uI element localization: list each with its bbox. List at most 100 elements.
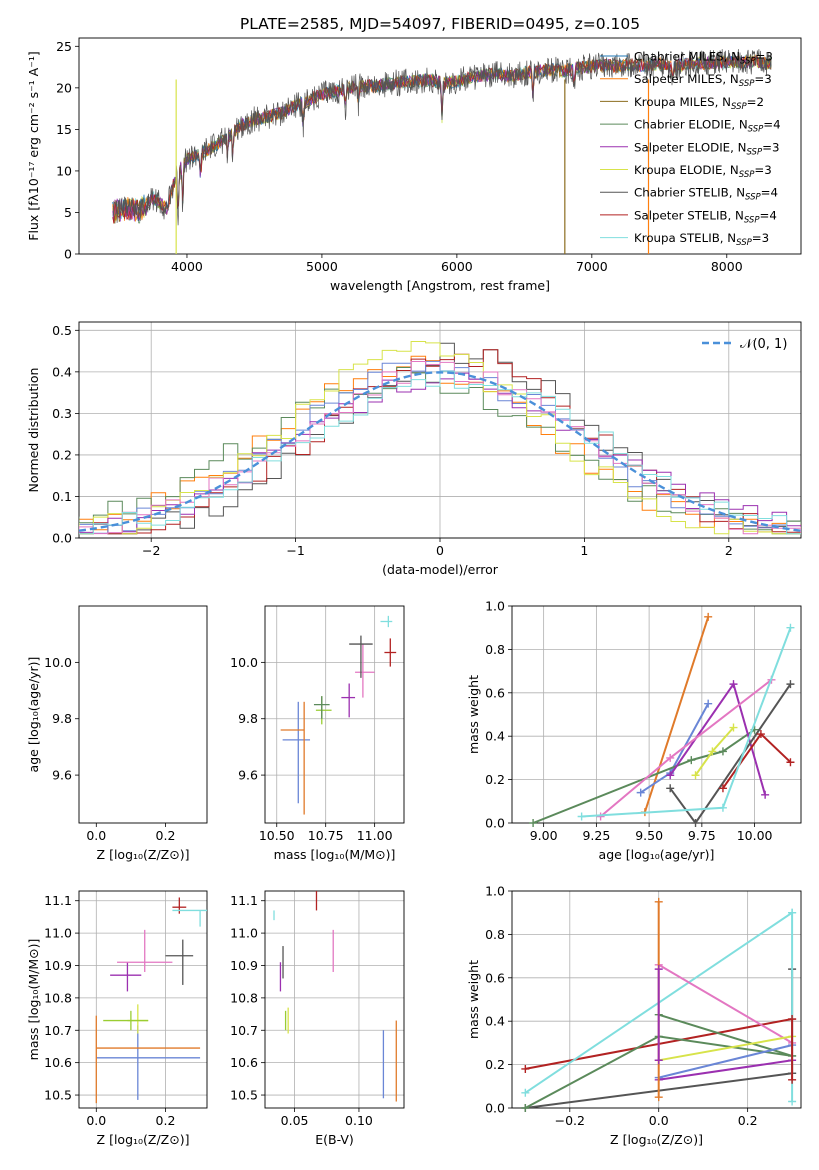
y-axis-label: mass [log₁₀(M/M⊙)]: [26, 939, 41, 1061]
mass-weight-marker: [577, 812, 586, 821]
x-tick-label: 11.00: [357, 828, 393, 843]
y-tick-label: 11.1: [230, 893, 258, 908]
errorbar-point: [110, 686, 141, 717]
residuals-axes: −2 −1 0 1 2 0.0 0.1 0.2 0.3 0.4 0.5 (data-model)/er…: [26, 321, 802, 577]
y-axis-label: mass weight: [466, 675, 481, 754]
y-tick-label: 0.8: [485, 642, 505, 657]
x-tick-label: 6000: [441, 259, 473, 274]
x-tick-label: −2: [142, 543, 160, 558]
y-tick-label: 11.0: [230, 926, 258, 941]
errorbar-point: [103, 1010, 149, 1031]
legend-entry: Chabrier STELIB, NSSP=4: [634, 186, 778, 203]
residual-histogram: [79, 341, 801, 535]
y-tick-label: 9.8: [238, 711, 258, 726]
legend-entry: Kroupa STELIB, NSSP=3: [634, 231, 769, 248]
y-tick-label: 10.6: [230, 1055, 258, 1070]
mass-weight-marker: [756, 730, 765, 739]
mass-weight-marker: [708, 747, 717, 756]
errorbar-point: [96, 702, 200, 803]
x-tick-label: 0.0: [86, 1113, 106, 1128]
x-axis-label: wavelength [Angstrom, rest frame]: [330, 278, 550, 293]
mass-weight-vs-age-axes: 9.00 9.25 9.50 9.75 10.00 0.0 0.2 0.4 0.6 0.8 1.0 a…: [466, 599, 802, 862]
y-tick-label: 10.0: [230, 655, 258, 670]
x-tick-label: −1: [286, 543, 304, 558]
x-tick-label: −0.2: [555, 1113, 585, 1128]
mass-weight-marker: [704, 612, 713, 621]
mass-weight-line: [658, 963, 793, 1044]
axes-frame: [78, 890, 208, 1109]
mass-weight-marker: [654, 965, 663, 974]
axes-frame: [264, 890, 405, 1109]
y-tick-label: 10.8: [230, 990, 258, 1005]
y-tick-label: 10.9: [230, 958, 258, 973]
x-axis-label: Z [log₁₀(Z/Z⊙)]: [610, 1132, 703, 1147]
legend-entry: Kroupa MILES, NSSP=2: [634, 95, 764, 112]
mass-weight-marker: [666, 784, 675, 793]
mass-weight-marker: [529, 819, 538, 827]
mass-weight-marker: [521, 1064, 530, 1073]
residual-histogram: [79, 370, 801, 535]
residual-histogram: [79, 349, 801, 535]
errorbar-point: [313, 696, 330, 719]
y-tick-label: 1.0: [485, 599, 505, 614]
x-axis-label: age [log₁₀(age/yr)]: [599, 847, 715, 862]
y-axis-label: Normed distribution: [26, 368, 41, 493]
x-tick-label: 0: [436, 543, 444, 558]
y-tick-label: 5: [64, 205, 72, 220]
mass-weight-marker: [788, 1075, 797, 1084]
mass-weight-marker: [718, 784, 727, 793]
axes-frame: [511, 605, 802, 824]
gaussian-curve: [78, 371, 802, 532]
y-tick-label: 11.0: [44, 926, 72, 941]
mass-weight-marker: [788, 1097, 797, 1106]
y-tick-label: 10.7: [44, 1023, 72, 1038]
x-tick-label: 5000: [306, 259, 338, 274]
errorbar-point: [96, 1025, 201, 1100]
y-tick-label: 10.9: [44, 958, 72, 973]
y-tick-label: 0.4: [485, 729, 505, 744]
axes-frame: [78, 37, 802, 255]
mass-weight-marker: [704, 699, 713, 708]
mass-weight-marker: [521, 1088, 530, 1097]
mass-weight-marker: [729, 680, 738, 689]
x-axis-label: Z [log₁₀(Z/Z⊙)]: [97, 1132, 190, 1147]
x-axis-label: E(B-V): [315, 1132, 354, 1147]
y-tick-label: 0.6: [485, 685, 505, 700]
y-tick-label: 15: [56, 122, 72, 137]
errorbar-point: [127, 699, 155, 724]
errorbar-point: [355, 644, 375, 698]
mass-weight-line: [658, 1035, 793, 1062]
mass-weight-vs-Z-axes: −0.2 0.0 0.2 0.0 0.2 0.4 0.6 0.8 1.0 Z [log₁₀(Z/Z…: [466, 884, 802, 1147]
axes-frame: [511, 890, 802, 1109]
x-tick-label: 9.25: [582, 828, 610, 843]
x-tick-label: 0.10: [345, 1113, 373, 1128]
x-tick-label: 0.0: [86, 828, 106, 843]
errorbar-point: [165, 644, 182, 664]
mass-weight-marker: [786, 623, 795, 632]
errorbar-point: [280, 701, 305, 815]
x-tick-label: 10.00: [737, 828, 773, 843]
x-tick-label: 4000: [171, 259, 203, 274]
errorbar-point: [165, 939, 194, 985]
y-tick-label: 0.3: [52, 406, 72, 421]
legend-entry: Salpeter MILES, NSSP=3: [634, 72, 772, 89]
axes-frame: [78, 321, 802, 539]
legend-entry: 𝒩(0, 1): [740, 337, 787, 352]
errorbar-point: [349, 635, 373, 678]
x-axis-label: (data-model)/error: [382, 562, 499, 577]
errorbar-point: [341, 683, 356, 718]
y-tick-label: 0.2: [485, 1057, 505, 1072]
errorbar-point: [96, 693, 200, 814]
x-tick-label: 0.2: [738, 1113, 758, 1128]
mass-vs-ebv-axes: 0.05 0.10 10.5 10.6 10.7 10.8 10.9 11.0 11.1 E(B-…: [230, 890, 405, 1147]
y-tick-label: 0.2: [52, 447, 72, 462]
legend-entry: Chabrier ELODIE, NSSP=4: [634, 118, 781, 135]
x-tick-label: 1: [580, 543, 588, 558]
y-tick-label: 0.6: [485, 970, 505, 985]
mass-weight-marker: [788, 1015, 797, 1024]
x-axis-label: Z [log₁₀(Z/Z⊙)]: [97, 847, 190, 862]
y-tick-label: 0.0: [485, 816, 505, 831]
x-tick-label: 9.00: [530, 828, 558, 843]
age-vs-mass-axes: 10.50 10.75 11.00 9.6 9.8 10.0 mass [log₁₀(M/M…: [230, 605, 405, 862]
errorbar-point: [380, 615, 393, 628]
